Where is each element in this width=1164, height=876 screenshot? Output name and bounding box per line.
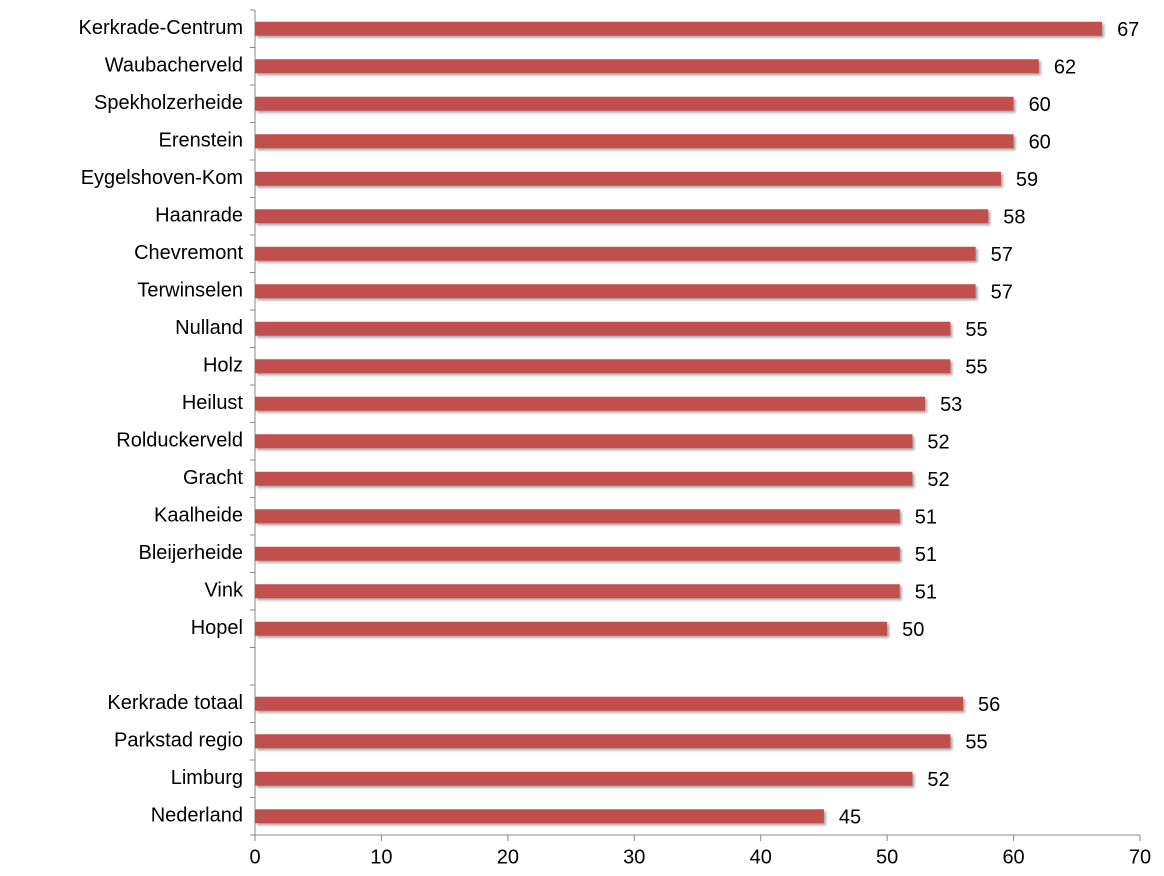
bar (255, 734, 951, 749)
bar (255, 434, 913, 449)
data-label: 50 (902, 619, 924, 641)
bar (255, 809, 824, 824)
x-tick-label: 40 (750, 846, 772, 868)
bar (255, 396, 926, 411)
bar (255, 621, 888, 636)
bar (255, 546, 900, 561)
bar (255, 209, 989, 224)
data-label: 52 (927, 432, 949, 454)
y-tick-label: Nederland (151, 805, 243, 827)
y-tick-label: Holz (203, 355, 243, 377)
data-label: 57 (991, 282, 1013, 304)
y-tick-label: Haanrade (155, 205, 243, 227)
data-label: 59 (1016, 169, 1038, 191)
data-label: 51 (915, 582, 937, 604)
y-tick-label: Nulland (175, 317, 243, 339)
data-label: 67 (1117, 19, 1139, 41)
y-tick-label: Heilust (182, 392, 244, 414)
y-tick-label: Spekholzerheide (94, 92, 243, 114)
bar (255, 359, 951, 374)
bar (255, 284, 976, 299)
data-label: 55 (965, 357, 987, 379)
bar (255, 321, 951, 336)
data-label: 60 (1029, 132, 1051, 154)
y-tick-label: Kaalheide (154, 505, 243, 527)
x-tick-label: 0 (249, 846, 260, 868)
bar (255, 246, 976, 261)
bar (255, 96, 1014, 111)
bar (255, 509, 900, 524)
data-label: 52 (927, 769, 949, 791)
y-tick-label: Chevremont (134, 242, 243, 264)
x-tick-label: 70 (1129, 846, 1151, 868)
x-tick-label: 30 (623, 846, 645, 868)
bar (255, 59, 1039, 74)
y-tick-label: Kerkrade totaal (107, 692, 243, 714)
y-tick-label: Parkstad regio (114, 730, 243, 752)
x-tick-label: 60 (1002, 846, 1024, 868)
bar (255, 134, 1014, 149)
bar (255, 771, 913, 786)
y-tick-label: Vink (204, 580, 244, 602)
x-tick-label: 50 (876, 846, 898, 868)
data-label: 60 (1029, 94, 1051, 116)
y-tick-label: Waubacherveld (105, 55, 243, 77)
bar (255, 21, 1103, 36)
bar (255, 171, 1001, 186)
y-tick-label: Bleijerheide (138, 542, 243, 564)
data-label: 62 (1054, 57, 1076, 79)
data-label: 51 (915, 544, 937, 566)
y-tick-label: Gracht (183, 467, 243, 489)
data-label: 55 (965, 319, 987, 341)
y-tick-label: Limburg (171, 767, 243, 789)
y-tick-label: Erenstein (159, 130, 244, 152)
data-label: 53 (940, 394, 962, 416)
y-tick-label: Kerkrade-Centrum (78, 17, 243, 39)
y-tick-label: Hopel (191, 617, 243, 639)
data-label: 56 (978, 694, 1000, 716)
bar (255, 584, 900, 599)
data-label: 55 (965, 732, 987, 754)
data-label: 57 (991, 244, 1013, 266)
data-label: 51 (915, 507, 937, 529)
bar (255, 471, 913, 486)
y-tick-label: Eygelshoven-Kom (81, 167, 243, 189)
data-label: 45 (839, 807, 861, 829)
x-tick-label: 20 (497, 846, 519, 868)
x-tick-label: 10 (370, 846, 392, 868)
y-tick-label: Rolduckerveld (116, 430, 243, 452)
bar (255, 696, 963, 711)
data-label: 58 (1003, 207, 1025, 229)
data-label: 52 (927, 469, 949, 491)
y-tick-label: Terwinselen (137, 280, 243, 302)
